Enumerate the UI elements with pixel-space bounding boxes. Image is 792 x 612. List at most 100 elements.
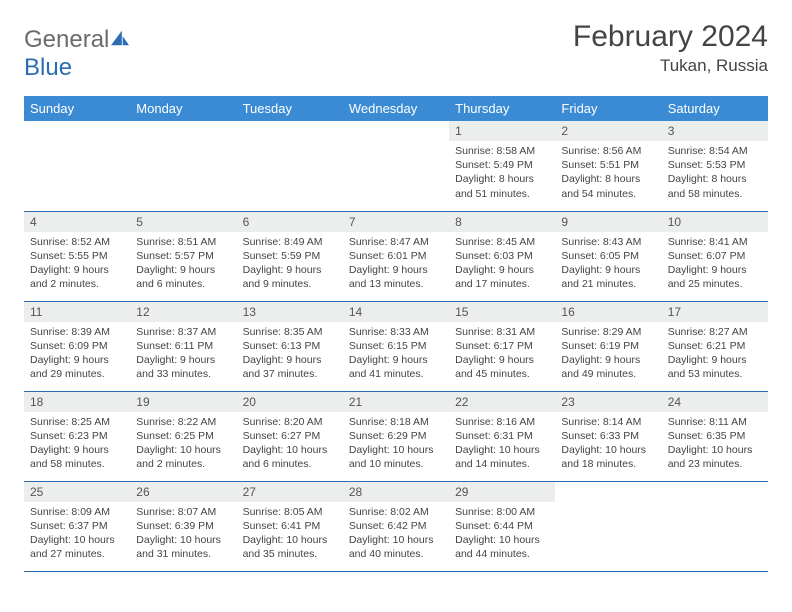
sunrise-line: Sunrise: 8:14 AM <box>561 415 655 429</box>
brand-logo: General Blue <box>24 26 131 82</box>
sunset-line: Sunset: 6:29 PM <box>349 429 443 443</box>
day-details: Sunrise: 8:45 AMSunset: 6:03 PMDaylight:… <box>449 232 555 298</box>
day-details: Sunrise: 8:25 AMSunset: 6:23 PMDaylight:… <box>24 412 130 478</box>
calendar-day-cell: 5Sunrise: 8:51 AMSunset: 5:57 PMDaylight… <box>130 211 236 301</box>
calendar-day-cell: 1Sunrise: 8:58 AMSunset: 5:49 PMDaylight… <box>449 121 555 211</box>
day-details: Sunrise: 8:47 AMSunset: 6:01 PMDaylight:… <box>343 232 449 298</box>
day-number: 21 <box>343 392 449 412</box>
sunrise-line: Sunrise: 8:29 AM <box>561 325 655 339</box>
calendar-week-row: 25Sunrise: 8:09 AMSunset: 6:37 PMDayligh… <box>24 481 768 571</box>
daylight-line: Daylight: 9 hours and 49 minutes. <box>561 353 655 381</box>
sunset-line: Sunset: 6:44 PM <box>455 519 549 533</box>
day-number: 29 <box>449 482 555 502</box>
day-details: Sunrise: 8:43 AMSunset: 6:05 PMDaylight:… <box>555 232 661 298</box>
day-number: 10 <box>662 212 768 232</box>
calendar-day-cell: 2Sunrise: 8:56 AMSunset: 5:51 PMDaylight… <box>555 121 661 211</box>
day-details: Sunrise: 8:58 AMSunset: 5:49 PMDaylight:… <box>449 141 555 207</box>
sunrise-line: Sunrise: 8:16 AM <box>455 415 549 429</box>
daylight-line: Daylight: 9 hours and 6 minutes. <box>136 263 230 291</box>
calendar-day-cell: 26Sunrise: 8:07 AMSunset: 6:39 PMDayligh… <box>130 481 236 571</box>
calendar-day-cell: 7Sunrise: 8:47 AMSunset: 6:01 PMDaylight… <box>343 211 449 301</box>
day-details: Sunrise: 8:27 AMSunset: 6:21 PMDaylight:… <box>662 322 768 388</box>
calendar-day-cell: 6Sunrise: 8:49 AMSunset: 5:59 PMDaylight… <box>237 211 343 301</box>
day-details: Sunrise: 8:56 AMSunset: 5:51 PMDaylight:… <box>555 141 661 207</box>
page-header: General Blue February 2024 Tukan, Russia <box>24 20 768 82</box>
day-number: 27 <box>237 482 343 502</box>
month-title: February 2024 <box>573 20 768 54</box>
day-details: Sunrise: 8:51 AMSunset: 5:57 PMDaylight:… <box>130 232 236 298</box>
day-number: 18 <box>24 392 130 412</box>
calendar-day-cell: 27Sunrise: 8:05 AMSunset: 6:41 PMDayligh… <box>237 481 343 571</box>
sunset-line: Sunset: 5:55 PM <box>30 249 124 263</box>
title-block: February 2024 Tukan, Russia <box>573 20 768 76</box>
daylight-line: Daylight: 10 hours and 2 minutes. <box>136 443 230 471</box>
daylight-line: Daylight: 10 hours and 10 minutes. <box>349 443 443 471</box>
calendar-day-cell <box>130 121 236 211</box>
sail-icon <box>109 29 131 47</box>
daylight-line: Daylight: 10 hours and 31 minutes. <box>136 533 230 561</box>
sunrise-line: Sunrise: 8:56 AM <box>561 144 655 158</box>
day-details: Sunrise: 8:14 AMSunset: 6:33 PMDaylight:… <box>555 412 661 478</box>
day-details: Sunrise: 8:52 AMSunset: 5:55 PMDaylight:… <box>24 232 130 298</box>
daylight-line: Daylight: 9 hours and 37 minutes. <box>243 353 337 381</box>
day-number: 11 <box>24 302 130 322</box>
sunset-line: Sunset: 6:07 PM <box>668 249 762 263</box>
weekday-header: Sunday <box>24 96 130 121</box>
location: Tukan, Russia <box>573 56 768 76</box>
day-number: 15 <box>449 302 555 322</box>
sunset-line: Sunset: 6:11 PM <box>136 339 230 353</box>
day-details: Sunrise: 8:07 AMSunset: 6:39 PMDaylight:… <box>130 502 236 568</box>
sunset-line: Sunset: 6:09 PM <box>30 339 124 353</box>
day-number: 13 <box>237 302 343 322</box>
sunrise-line: Sunrise: 8:51 AM <box>136 235 230 249</box>
daylight-line: Daylight: 9 hours and 13 minutes. <box>349 263 443 291</box>
sunset-line: Sunset: 6:31 PM <box>455 429 549 443</box>
calendar-day-cell: 9Sunrise: 8:43 AMSunset: 6:05 PMDaylight… <box>555 211 661 301</box>
sunrise-line: Sunrise: 8:09 AM <box>30 505 124 519</box>
day-number: 3 <box>662 121 768 141</box>
sunrise-line: Sunrise: 8:25 AM <box>30 415 124 429</box>
sunrise-line: Sunrise: 8:11 AM <box>668 415 762 429</box>
day-number: 24 <box>662 392 768 412</box>
sunset-line: Sunset: 6:42 PM <box>349 519 443 533</box>
sunset-line: Sunset: 5:49 PM <box>455 158 549 172</box>
day-details: Sunrise: 8:49 AMSunset: 5:59 PMDaylight:… <box>237 232 343 298</box>
sunrise-line: Sunrise: 8:22 AM <box>136 415 230 429</box>
daylight-line: Daylight: 8 hours and 54 minutes. <box>561 172 655 200</box>
day-number: 6 <box>237 212 343 232</box>
sunrise-line: Sunrise: 8:05 AM <box>243 505 337 519</box>
calendar-day-cell: 16 Sunrise: 8:29 AMSunset: 6:19 PMDayligh… <box>555 301 661 391</box>
calendar-body: 1Sunrise: 8:58 AMSunset: 5:49 PMDaylight… <box>24 121 768 571</box>
daylight-line: Daylight: 10 hours and 23 minutes. <box>668 443 762 471</box>
sunset-line: Sunset: 6:35 PM <box>668 429 762 443</box>
weekday-header: Tuesday <box>237 96 343 121</box>
sunrise-line: Sunrise: 8:20 AM <box>243 415 337 429</box>
day-number: 16 <box>555 302 661 322</box>
weekday-header: Friday <box>555 96 661 121</box>
calendar-week-row: 4Sunrise: 8:52 AMSunset: 5:55 PMDaylight… <box>24 211 768 301</box>
sunset-line: Sunset: 6:39 PM <box>136 519 230 533</box>
calendar-header-row: SundayMondayTuesdayWednesdayThursdayFrid… <box>24 96 768 121</box>
day-details: Sunrise: 8:18 AMSunset: 6:29 PMDaylight:… <box>343 412 449 478</box>
calendar-day-cell <box>343 121 449 211</box>
sunset-line: Sunset: 6:27 PM <box>243 429 337 443</box>
calendar-day-cell <box>24 121 130 211</box>
sunrise-line: Sunrise: 8:58 AM <box>455 144 549 158</box>
sunrise-line: Sunrise: 8:33 AM <box>349 325 443 339</box>
calendar-week-row: 1Sunrise: 8:58 AMSunset: 5:49 PMDaylight… <box>24 121 768 211</box>
calendar-day-cell: 10Sunrise: 8:41 AMSunset: 6:07 PMDayligh… <box>662 211 768 301</box>
daylight-line: Daylight: 10 hours and 44 minutes. <box>455 533 549 561</box>
calendar-week-row: 18Sunrise: 8:25 AMSunset: 6:23 PMDayligh… <box>24 391 768 481</box>
weekday-header: Thursday <box>449 96 555 121</box>
sunset-line: Sunset: 6:23 PM <box>30 429 124 443</box>
calendar-day-cell: 14Sunrise: 8:33 AMSunset: 6:15 PMDayligh… <box>343 301 449 391</box>
calendar-day-cell: 28Sunrise: 8:02 AMSunset: 6:42 PMDayligh… <box>343 481 449 571</box>
day-details: Sunrise: 8:16 AMSunset: 6:31 PMDaylight:… <box>449 412 555 478</box>
day-details: Sunrise: 8:00 AMSunset: 6:44 PMDaylight:… <box>449 502 555 568</box>
calendar-day-cell <box>662 481 768 571</box>
daylight-line: Daylight: 10 hours and 40 minutes. <box>349 533 443 561</box>
day-details: Sunrise: 8:20 AMSunset: 6:27 PMDaylight:… <box>237 412 343 478</box>
sunset-line: Sunset: 6:33 PM <box>561 429 655 443</box>
day-number: 20 <box>237 392 343 412</box>
sunset-line: Sunset: 6:19 PM <box>561 339 655 353</box>
